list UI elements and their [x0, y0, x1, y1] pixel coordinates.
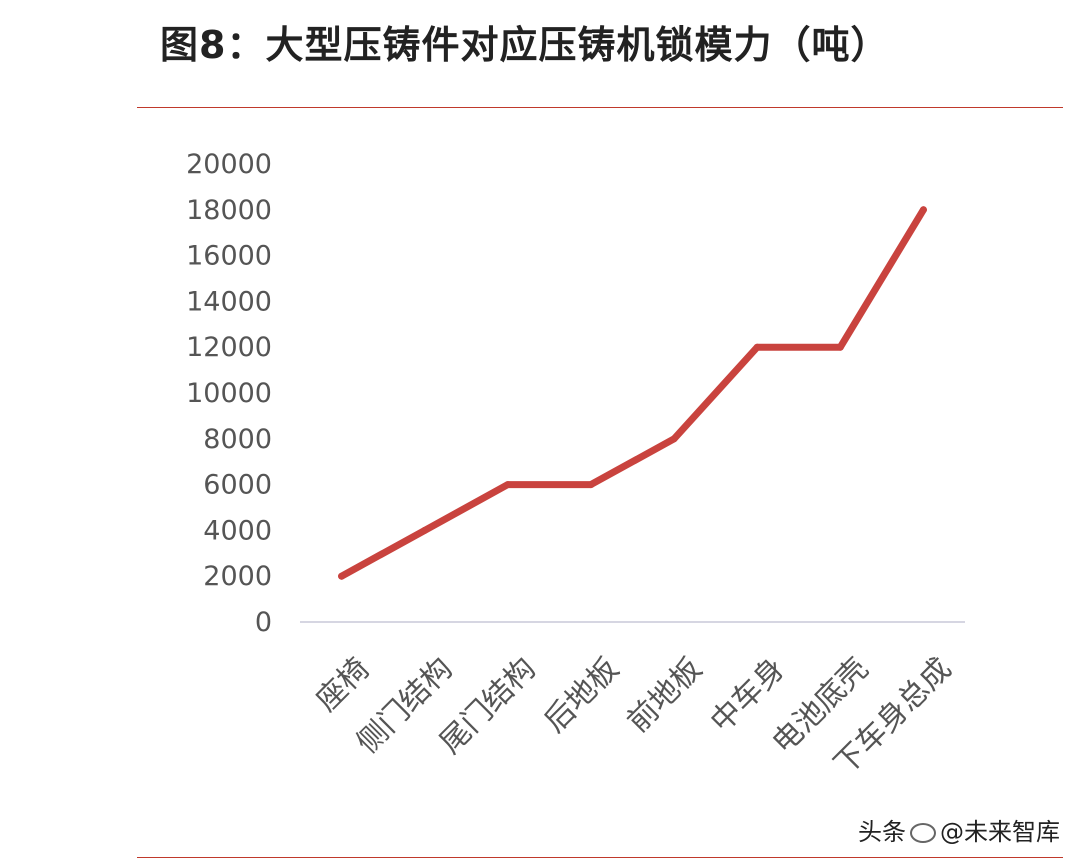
data-point [919, 206, 927, 214]
y-tick-label: 10000 [186, 378, 272, 409]
watermark: 头条 @未来智库 [858, 812, 1060, 847]
y-tick-label: 12000 [186, 332, 272, 363]
y-tick-label: 14000 [186, 286, 272, 317]
x-tick-label: 后地板 [537, 651, 625, 739]
top-divider [137, 107, 1063, 108]
data-point [836, 343, 844, 351]
data-point [421, 526, 429, 534]
data-point [338, 572, 346, 580]
bottom-divider [137, 857, 1063, 858]
data-series [338, 206, 927, 580]
data-point [504, 481, 512, 489]
y-tick-label: 0 [255, 607, 272, 638]
watermark-handle: @未来智库 [940, 818, 1060, 846]
series-line [338, 206, 927, 580]
y-axis-ticks: 0 2000 4000 6000 8000 10000 12000 14000 16000 180… [186, 149, 272, 638]
data-point [587, 481, 595, 489]
y-tick-label: 4000 [203, 515, 272, 546]
wechat-icon [910, 823, 936, 843]
data-point [753, 343, 761, 351]
x-tick-label: 座椅 [309, 651, 376, 718]
watermark-platform: 头条 [858, 818, 906, 846]
y-tick-label: 16000 [186, 241, 272, 272]
y-tick-label: 18000 [186, 195, 272, 226]
y-tick-label: 6000 [203, 470, 272, 501]
y-tick-label: 8000 [203, 424, 272, 455]
y-tick-label: 20000 [186, 149, 272, 180]
chart-title: 图8：大型压铸件对应压铸机锁模力（吨） [160, 23, 890, 67]
x-tick-label: 前地板 [621, 651, 709, 739]
y-tick-label: 2000 [203, 561, 272, 592]
data-point [670, 435, 678, 443]
